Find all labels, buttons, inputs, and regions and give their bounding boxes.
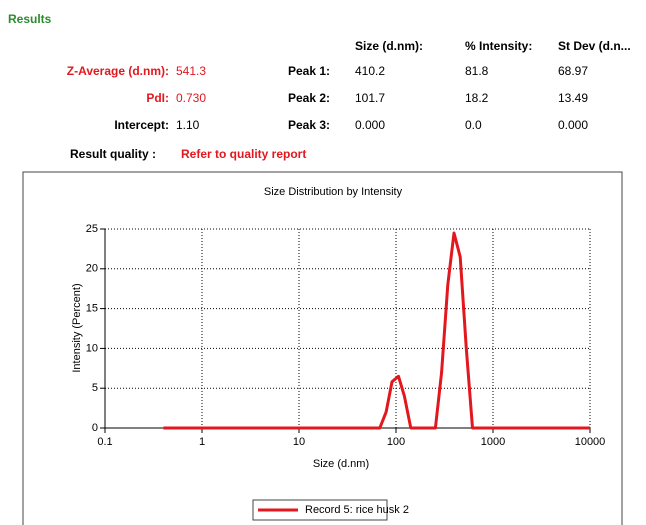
- x-tick-label: 10000: [575, 436, 606, 448]
- results-title: Results: [8, 12, 52, 26]
- legend-box: [252, 499, 388, 521]
- peak-value: 68.97: [558, 64, 588, 78]
- peak-value: 101.7: [355, 91, 385, 105]
- peak-label: Peak 1:: [288, 64, 330, 78]
- summary-label: PdI:: [146, 91, 169, 105]
- summary-value: 0.730: [176, 91, 206, 105]
- x-tick-label: 0.1: [97, 436, 112, 448]
- peak-value: 81.8: [465, 64, 489, 78]
- peak-label: Peak 3:: [288, 118, 330, 132]
- y-tick-label: 25: [86, 223, 98, 235]
- quality-label: Result quality :: [70, 147, 156, 161]
- y-tick-label: 0: [92, 422, 98, 434]
- y-tick-label: 10: [86, 342, 98, 354]
- peak-value: 0.000: [558, 118, 588, 132]
- column-header: St Dev (d.n...: [558, 39, 631, 53]
- chart-title: Size Distribution by Intensity: [264, 186, 403, 198]
- peak-table: Peak 1: 410.2 81.8 68.97 Peak 2: 101.7 18.2 13.…: [288, 64, 588, 132]
- y-axis-label: Intensity (Percent): [71, 283, 83, 372]
- peak-value: 13.49: [558, 91, 588, 105]
- column-header: % Intensity:: [465, 39, 532, 53]
- peak-value: 0.0: [465, 118, 482, 132]
- series-line: [163, 231, 590, 430]
- plot: 0 5 10 15 20 25 0.1 1 10 100 1000 10000 Record 5: ri…: [86, 223, 606, 516]
- column-header: Size (d.nm):: [355, 39, 423, 53]
- summary-value: 1.10: [176, 118, 200, 132]
- x-tick-label: 10: [293, 436, 305, 448]
- peak-value: 18.2: [465, 91, 489, 105]
- legend-label: Record 5: rice husk 2: [305, 504, 409, 516]
- x-tick-label: 100: [387, 436, 405, 448]
- x-axis-label: Size (d.nm): [313, 458, 369, 470]
- x-tick-label: 1000: [481, 436, 505, 448]
- chart-frame: [22, 171, 623, 525]
- summary-label: Z-Average (d.nm):: [67, 64, 169, 78]
- summary-label: Intercept:: [114, 118, 169, 132]
- y-tick-label: 15: [86, 303, 98, 315]
- y-tick-label: 20: [86, 263, 98, 275]
- y-tick-label: 5: [92, 382, 98, 394]
- peak-value: 0.000: [355, 118, 385, 132]
- x-tick-label: 1: [199, 436, 205, 448]
- quality-value: Refer to quality report: [181, 147, 306, 161]
- summary-value: 541.3: [176, 64, 206, 78]
- peak-value: 410.2: [355, 64, 385, 78]
- peak-label: Peak 2:: [288, 91, 330, 105]
